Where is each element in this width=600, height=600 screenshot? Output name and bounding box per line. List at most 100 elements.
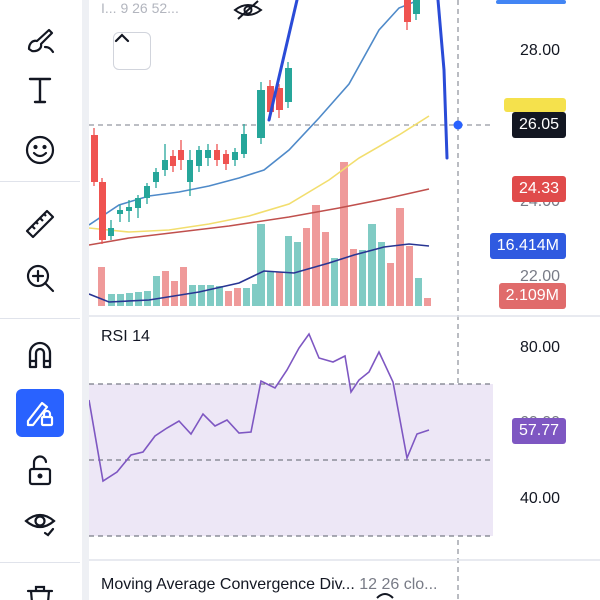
eye-tool[interactable] [16, 498, 64, 546]
macd-eye-icon[interactable] [375, 588, 395, 600]
candle [144, 186, 150, 198]
volume-bar [135, 292, 142, 306]
volume-bar [331, 258, 338, 306]
candle [108, 228, 114, 236]
price-axis-label: 22.00 [519, 268, 560, 285]
volume-bar [340, 162, 348, 306]
zoom-in-icon [26, 264, 55, 293]
rsi-title: RSI 14 [101, 328, 150, 345]
candle [276, 88, 283, 110]
unlock-tool[interactable] [16, 446, 64, 494]
collapse-legend-button[interactable] [113, 32, 151, 70]
volume-bar [117, 294, 124, 306]
toolbar-splitter[interactable] [82, 0, 89, 600]
ruler-tool[interactable] [16, 200, 64, 248]
volume-bar [396, 208, 404, 306]
price-axis-label: 28.00 [519, 42, 560, 59]
candle [162, 160, 168, 170]
chart-area[interactable]: I... 9 26 52... RSI 14 Moving Average Co… [89, 0, 600, 600]
volume-bar [257, 224, 265, 306]
volume-bars [98, 162, 431, 306]
toolbar-divider [0, 181, 80, 182]
candle [196, 150, 202, 166]
magnet-icon [28, 341, 52, 369]
toolbar-divider [0, 562, 80, 563]
magnet-tool[interactable] [16, 330, 64, 378]
volume-bar [153, 276, 160, 306]
volume-bar [252, 284, 259, 306]
text-tool[interactable] [16, 66, 64, 114]
candle [170, 156, 176, 166]
ma-slow-tag: 24.33 [511, 176, 566, 202]
emoji-tool[interactable] [16, 126, 64, 174]
brush-tool[interactable] [16, 16, 64, 64]
lock-drawing-tool[interactable] [16, 389, 64, 437]
volume-bar [424, 298, 431, 306]
volume-bar [359, 250, 366, 306]
volume-bar [162, 271, 169, 306]
lock-drawing-icon [26, 401, 54, 427]
ma-slow-line [89, 188, 430, 246]
ruler-icon [25, 209, 55, 239]
volume-ma-line [89, 243, 430, 303]
volume-bar [406, 246, 413, 306]
candle [267, 86, 274, 112]
volume-bar [322, 232, 329, 306]
rsi-axis-label: 40.00 [519, 490, 560, 507]
candle [285, 68, 292, 102]
volume-bar [144, 291, 151, 306]
text-icon [28, 77, 52, 104]
candle [223, 154, 229, 164]
volume-bar [243, 288, 250, 306]
rsi-line [89, 332, 430, 483]
volume-tag: 2.109M [498, 283, 566, 309]
drawn-trend-line[interactable] [267, 0, 299, 122]
volume-bar [294, 242, 301, 306]
unlock-icon [28, 455, 52, 486]
candle [404, 0, 411, 22]
candle [91, 135, 98, 182]
volume-bar [312, 205, 320, 306]
zoom-in-tool[interactable] [16, 254, 64, 302]
volume-bar [387, 263, 394, 306]
volume-ma-tag: 16.414M [489, 233, 566, 259]
rsi-axis-label: 80.00 [519, 339, 560, 356]
candle [178, 150, 184, 160]
indicator-legend: I... 9 26 52... [101, 0, 179, 16]
chart-canvas[interactable] [89, 0, 600, 600]
volume-bar [98, 267, 105, 306]
chevron-up-icon [114, 33, 130, 43]
top-price-tag [496, 0, 566, 4]
candle [257, 90, 265, 138]
volume-bar [285, 236, 292, 306]
brush-icon [27, 28, 55, 54]
last-price-tag: 26.05 [511, 112, 566, 138]
candle [153, 172, 159, 182]
trash-tool[interactable] [16, 576, 64, 600]
drawn-trend-line[interactable] [436, 0, 449, 160]
volume-bar [267, 272, 274, 306]
ma-mid-tag [504, 98, 566, 112]
volume-bar [415, 278, 422, 306]
candle [413, 0, 420, 14]
macd-name: Moving Average Convergence Div... [101, 576, 355, 593]
candle [135, 198, 141, 208]
volume-bar [216, 286, 223, 306]
trash-icon [26, 585, 54, 600]
candle [205, 150, 211, 158]
hide-eye-icon[interactable] [233, 0, 263, 22]
volume-bar [189, 285, 196, 306]
volume-bar [180, 267, 187, 306]
volume-bar [225, 291, 232, 306]
toolbar-divider [0, 318, 80, 319]
candle [241, 134, 247, 154]
volume-bar [198, 285, 205, 306]
volume-bar [276, 272, 283, 306]
volume-bar [234, 288, 241, 306]
candle [126, 207, 132, 211]
volume-bar [303, 228, 310, 306]
candle [99, 182, 106, 240]
ma-mid-line [89, 115, 430, 233]
volume-bar [171, 281, 178, 306]
